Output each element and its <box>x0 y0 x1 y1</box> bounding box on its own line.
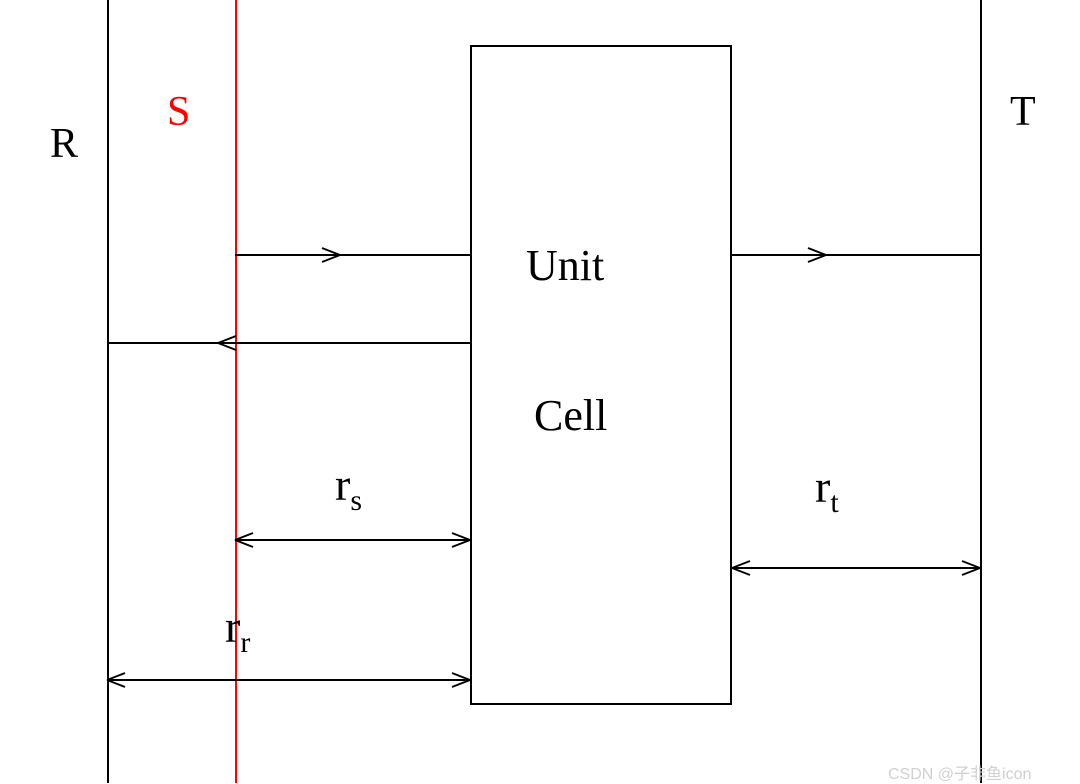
arrows-layer <box>0 0 1080 783</box>
arrow-into-cell <box>235 248 470 262</box>
dim-rr <box>107 673 470 687</box>
dim-rs <box>235 533 470 547</box>
arrow-transmitted <box>732 248 980 262</box>
dim-rt <box>732 561 980 575</box>
watermark: CSDN @子非鱼icon <box>888 760 1031 784</box>
arrow-reflected <box>107 336 470 350</box>
